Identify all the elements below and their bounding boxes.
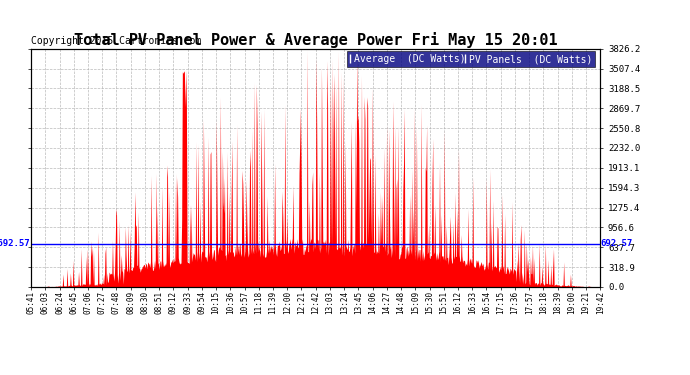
Title: Total PV Panel Power & Average Power Fri May 15 20:01: Total PV Panel Power & Average Power Fri…	[74, 32, 558, 48]
Text: +692.57: +692.57	[0, 239, 30, 248]
Legend: Average  (DC Watts), PV Panels  (DC Watts): Average (DC Watts), PV Panels (DC Watts)	[347, 51, 595, 67]
Text: Copyright 2015 Cartronics.com: Copyright 2015 Cartronics.com	[31, 36, 201, 46]
Text: 692.57: 692.57	[601, 239, 633, 248]
